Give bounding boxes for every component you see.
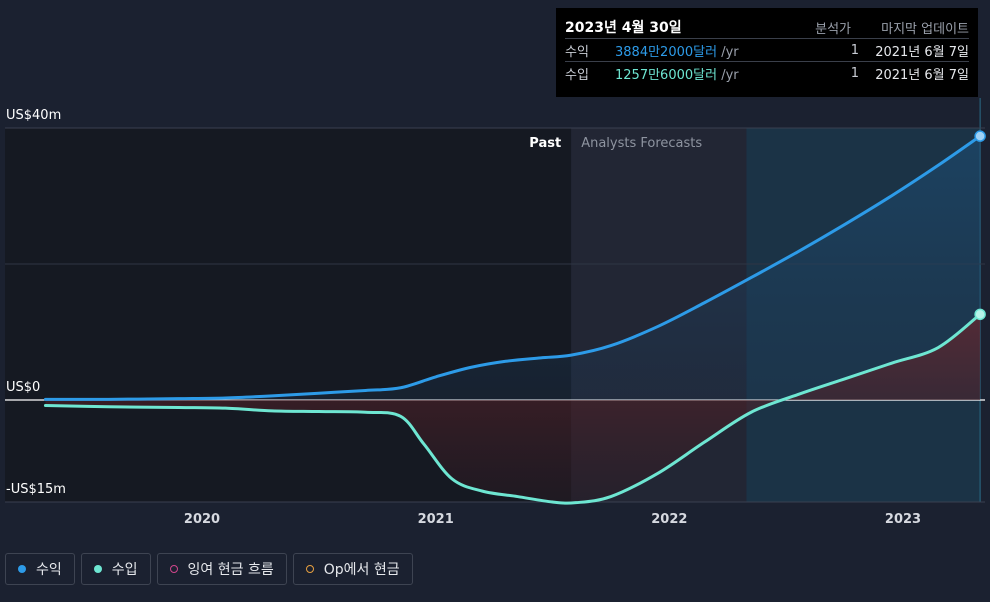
revenue-dot-icon: [18, 565, 26, 573]
legend-item-revenue[interactable]: 수익: [5, 553, 75, 585]
earnings-line: [43, 312, 982, 505]
earnings-area: [45, 314, 981, 504]
forecast-label: Analysts Forecasts: [581, 136, 702, 151]
legend-label: 잉여 현금 흐름: [187, 562, 274, 578]
tooltip-row-unit: /yr: [717, 67, 739, 83]
legend: 수익 수입 잉여 현금 흐름 Op에서 현금: [5, 553, 413, 585]
legend-item-free-cash-flow[interactable]: 잉여 현금 흐름: [156, 553, 287, 585]
tooltip-row-revenue: 수익 3884만2000달러 /yr 1 2021년 6월 7일: [565, 39, 969, 62]
tooltip-row-value: 1257만6000달러: [615, 67, 718, 83]
tooltip-row-updated: 2021년 6월 7일: [875, 44, 969, 60]
cash-from-ops-ring-icon: [305, 565, 314, 573]
tooltip-col-analysts: 분석가: [815, 21, 851, 37]
x-tick-label: 2021: [418, 512, 454, 527]
revenue-area: [45, 136, 981, 400]
free-cash-flow-ring-icon: [169, 565, 178, 573]
tooltip-header: 2023년 4월 30일 분석가 마지막 업데이트: [565, 16, 969, 39]
x-tick-label: 2023: [885, 512, 921, 527]
y-tick-label: US$0: [6, 380, 40, 395]
earnings-endpoint: [974, 308, 986, 321]
x-tick-label: 2022: [651, 512, 687, 527]
legend-label: 수익: [36, 562, 62, 578]
tooltip-row-updated: 2021년 6월 7일: [875, 67, 969, 83]
tooltip-date: 2023년 4월 30일: [565, 20, 682, 36]
past-label: Past: [529, 136, 561, 151]
legend-label: Op에서 현금: [323, 562, 400, 578]
legend-item-earnings[interactable]: 수입: [80, 553, 151, 585]
x-tick-label: 2020: [184, 512, 220, 527]
legend-label: 수입: [111, 562, 138, 578]
tooltip-row-label: 수입: [565, 67, 589, 83]
tooltip-row-label: 수익: [565, 44, 589, 60]
earnings-dot-icon: [93, 565, 102, 573]
tooltip-row-earnings: 수입 1257만6000달러 /yr 1 2021년 6월 7일: [565, 62, 969, 84]
tooltip-col-updated: 마지막 업데이트: [881, 21, 969, 37]
tooltip-panel: 2023년 4월 30일 분석가 마지막 업데이트 수익 3884만2000달러…: [556, 8, 978, 97]
tooltip-row-value: 3884만2000달러: [615, 44, 718, 60]
revenue-line: [43, 134, 982, 401]
tooltip-row-analysts: 1: [850, 42, 859, 58]
tooltip-row-analysts: 1: [850, 65, 859, 81]
tooltip-row-unit: /yr: [717, 44, 739, 60]
y-tick-label: -US$15m: [6, 482, 66, 497]
legend-item-cash-from-ops[interactable]: Op에서 현금: [292, 553, 413, 585]
y-tick-label: US$40m: [6, 108, 61, 123]
revenue-endpoint: [974, 130, 986, 142]
